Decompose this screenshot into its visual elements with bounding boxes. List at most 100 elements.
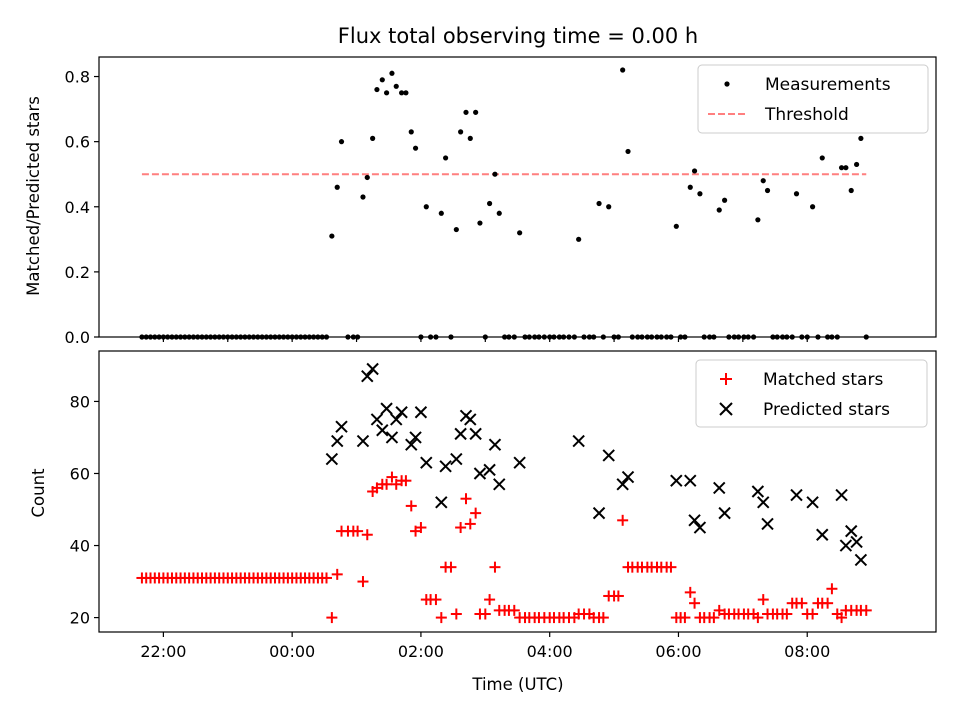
x-tick-label: 02:00 bbox=[398, 642, 444, 661]
measurement-point bbox=[477, 220, 483, 226]
legend-matched-marker bbox=[720, 373, 732, 385]
predicted-star-point bbox=[806, 496, 819, 509]
matched-star-point bbox=[357, 576, 369, 588]
matched-star-point bbox=[612, 590, 624, 602]
measurement-point bbox=[760, 178, 766, 184]
predicted-star-point bbox=[602, 449, 615, 462]
count-y-tick-label: 20 bbox=[70, 609, 90, 628]
measurement-point bbox=[853, 161, 860, 168]
x-tick-label: 00:00 bbox=[269, 642, 315, 661]
legend-box bbox=[695, 359, 928, 428]
matched-star-point bbox=[689, 597, 701, 609]
ratio-plot-frame bbox=[98, 56, 937, 338]
predicted-star-point bbox=[757, 496, 770, 509]
x-tick-label: 22:00 bbox=[140, 642, 186, 661]
measurement-point bbox=[691, 168, 698, 174]
measurement-point bbox=[389, 70, 395, 76]
measurement-point bbox=[517, 230, 523, 236]
matched-star-point bbox=[617, 514, 629, 526]
predicted-star-point bbox=[450, 452, 463, 466]
ratio-chart: Flux total observing time = 0.00 h Match… bbox=[24, 24, 937, 347]
measurement-point bbox=[364, 174, 370, 181]
predicted-star-point bbox=[454, 427, 467, 441]
predicted-star-point bbox=[473, 467, 487, 480]
measurement-point bbox=[408, 129, 414, 135]
matched-star-point bbox=[684, 586, 696, 598]
ratio-y-tick-label: 0.4 bbox=[65, 198, 90, 217]
predicted-star-point bbox=[572, 434, 585, 448]
predicted-star-point bbox=[693, 521, 707, 534]
measurement-point bbox=[843, 165, 849, 171]
measurement-point bbox=[374, 86, 380, 93]
measurement-point bbox=[848, 187, 854, 194]
measurement-point bbox=[809, 204, 816, 210]
measurement-point bbox=[443, 155, 449, 161]
x-tick-label: 04:00 bbox=[527, 642, 573, 661]
matched-star-point bbox=[470, 507, 482, 519]
matched-star-point bbox=[435, 612, 447, 624]
matched-star-point bbox=[781, 608, 793, 620]
predicted-star-point bbox=[376, 424, 389, 437]
count-y-axis-label: Count bbox=[29, 468, 48, 518]
matched-star-point bbox=[479, 608, 491, 620]
measurement-point bbox=[453, 226, 459, 233]
matched-star-point bbox=[430, 594, 442, 606]
legend-predicted-label: Predicted stars bbox=[763, 400, 890, 420]
measurement-point bbox=[576, 236, 582, 242]
measurement-point bbox=[412, 145, 419, 151]
measurement-point bbox=[403, 90, 409, 96]
matched-star-point bbox=[386, 471, 398, 483]
predicted-star-point bbox=[435, 496, 448, 509]
predicted-star-point bbox=[850, 535, 863, 549]
measurement-point bbox=[722, 197, 728, 203]
predicted-star-point bbox=[414, 406, 428, 419]
legend-measurements-marker bbox=[724, 81, 730, 87]
matched-star-point bbox=[450, 608, 462, 620]
matched-star-point bbox=[320, 572, 332, 584]
predicted-star-point bbox=[816, 528, 829, 541]
measurement-point bbox=[360, 194, 366, 200]
ratio-plot-marks bbox=[139, 67, 869, 340]
measurement-point bbox=[383, 90, 390, 96]
predicted-star-point bbox=[356, 434, 370, 448]
ratio-y-tick-label: 0.8 bbox=[65, 68, 90, 87]
measurement-point bbox=[438, 210, 444, 216]
legend-measurements-label: Measurements bbox=[765, 75, 891, 95]
predicted-star-point bbox=[488, 438, 502, 451]
predicted-star-point bbox=[616, 478, 629, 491]
chart-title: Flux total observing time = 0.00 h bbox=[338, 24, 698, 48]
measurement-point bbox=[819, 155, 825, 161]
count-y-tick-label: 60 bbox=[70, 464, 90, 483]
measurement-point bbox=[467, 135, 473, 141]
predicted-star-point bbox=[688, 514, 701, 527]
measurement-point bbox=[379, 77, 385, 83]
predicted-star-point bbox=[835, 488, 848, 502]
predicted-star-point bbox=[592, 506, 606, 520]
matched-star-point bbox=[361, 529, 373, 541]
measurement-point bbox=[606, 204, 612, 210]
matched-star-point bbox=[836, 612, 848, 624]
matched-star-point bbox=[400, 475, 412, 487]
predicted-star-point bbox=[420, 456, 433, 469]
matched-star-point bbox=[484, 594, 496, 606]
predicted-star-point bbox=[751, 485, 765, 498]
count-chart: Count Time (UTC) 20 40 60 80 22:00 00:00 02:00… bbox=[29, 350, 937, 694]
count-axis-ticks: 20 40 60 80 22:00 00:00 02:00 04:00 06:00 08:00 bbox=[70, 392, 831, 661]
matched-star-point bbox=[331, 568, 343, 580]
ratio-y-tick-label: 0.6 bbox=[65, 133, 90, 152]
measurement-point bbox=[625, 148, 631, 155]
predicted-star-point bbox=[361, 370, 374, 383]
predicted-star-point bbox=[493, 478, 506, 491]
predicted-star-point bbox=[409, 431, 422, 444]
matched-star-point bbox=[352, 525, 364, 537]
measurement-point bbox=[496, 210, 502, 216]
legend-box bbox=[697, 64, 929, 134]
predicted-star-point bbox=[761, 517, 774, 531]
ratio-y-tick-label: 0.0 bbox=[65, 328, 90, 347]
matched-star-point bbox=[708, 612, 720, 624]
predicted-star-point bbox=[390, 413, 403, 426]
matched-star-point bbox=[796, 597, 808, 609]
measurement-point bbox=[334, 184, 340, 190]
predicted-star-point bbox=[839, 539, 853, 552]
